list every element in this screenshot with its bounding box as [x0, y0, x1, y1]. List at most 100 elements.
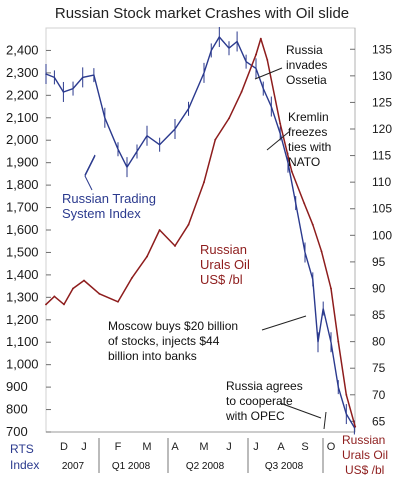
right-tick-label: 100: [372, 228, 392, 242]
right-tick-label: 65: [372, 414, 386, 428]
series-point-urals-oil: [255, 53, 257, 56]
series-point-urals-oil: [266, 58, 269, 61]
right-tick-label: 85: [372, 308, 386, 322]
annotation-6-line-2: to cooperate: [226, 394, 293, 408]
x-month-label: M: [142, 441, 151, 453]
left-tick-label: 1,300: [6, 289, 39, 304]
right-axis-label-line-2: Urals Oil: [342, 448, 388, 462]
annotation-2-line-2: freezes: [288, 125, 327, 139]
x-month-label: J: [81, 441, 87, 453]
annotation-5-line-2: of stocks, injects $44: [108, 334, 220, 348]
x-month-label: D: [60, 441, 68, 453]
x-period-label: Q1 2008: [112, 461, 151, 472]
right-tick-label: 110: [372, 175, 391, 189]
series-point-urals-oil: [187, 223, 190, 226]
series-point-urals-oil: [63, 303, 65, 306]
series-point-urals-oil: [330, 287, 332, 290]
series-point-urals-oil: [98, 292, 101, 295]
x-period-label: Q3 2008: [265, 461, 304, 472]
series-point-urals-oil: [174, 245, 176, 247]
axes-layer: 2,400 2,300 2,200 2,100 2,000 1,900 1,800 1,700…: [6, 28, 392, 439]
right-tick-label: 120: [372, 122, 392, 136]
annotation-pointer-1: [254, 67, 283, 80]
right-tick-label: 90: [372, 281, 386, 295]
annotation-pointer-5: [261, 315, 307, 331]
series-point-urals-oil: [345, 393, 348, 396]
left-tick-label: 1,400: [6, 267, 39, 282]
series-point-urals-oil: [259, 37, 262, 40]
left-axis-label-line-1: RTS: [10, 442, 34, 456]
left-tick-label: 900: [6, 379, 28, 394]
left-tick-label: 1,100: [6, 334, 39, 349]
annotation-2-line-4: NATO: [288, 155, 320, 169]
left-tick-label: 1,800: [6, 177, 39, 192]
left-tick-label: 1,200: [6, 312, 39, 327]
annotation-pointer-6: [279, 402, 322, 419]
series-layer: [45, 26, 357, 435]
annotation-4-line-1: Russian: [200, 242, 247, 257]
series-line-urals-oil: [45, 37, 356, 428]
x-month-label: F: [115, 441, 122, 453]
left-tick-label: 2,300: [6, 65, 39, 80]
right-tick-label: 135: [372, 42, 392, 56]
opec-pointer-extension: [323, 411, 327, 430]
annotation-1-line-3: Ossetia: [286, 73, 327, 87]
left-axis-label-line-2: Index: [10, 458, 39, 472]
series-point-urals-oil: [279, 122, 282, 125]
annotation-6-line-3: with OPEC: [225, 409, 285, 423]
left-tick-label: 2,400: [6, 42, 39, 57]
annotation-3-line-1: Russian Trading: [62, 191, 156, 206]
series-point-urals-oil: [303, 202, 306, 205]
series-point-urals-oil: [228, 117, 230, 120]
right-axis-label-line-1: Russian: [342, 433, 385, 447]
right-tick-label: 130: [372, 69, 392, 83]
annotation-2-line-3: ties with: [288, 140, 331, 154]
left-tick-label: 800: [6, 402, 28, 417]
right-tick-label: 125: [372, 95, 392, 109]
left-tick-label: 2,200: [6, 87, 39, 102]
series-point-urals-oil: [320, 250, 323, 253]
right-tick-label: 95: [372, 255, 386, 269]
left-tick-label: 2,100: [6, 110, 39, 125]
series-point-urals-oil: [354, 425, 357, 428]
right-tick-label: 115: [372, 149, 391, 163]
series-point-urals-oil: [72, 287, 74, 290]
left-tick-label: 1,500: [6, 244, 39, 259]
right-axis-label-line-3: US$ /bl: [345, 463, 384, 477]
grid-layer: [45, 27, 356, 433]
right-tick-label: 70: [372, 388, 386, 402]
right-tick-label: 80: [372, 335, 386, 349]
annotation-6-line-1: Russia agrees: [226, 379, 303, 393]
left-tick-label: 2,000: [6, 132, 39, 147]
plot-area: [45, 27, 356, 433]
left-tick-label: 1,600: [6, 222, 39, 237]
series-point-urals-oil: [214, 138, 217, 141]
series-line-rts: [45, 35, 356, 429]
x-month-label: S: [301, 441, 308, 453]
series-point-urals-oil: [311, 223, 314, 226]
x-period-label: Q2 2008: [186, 461, 225, 472]
right-tick-label: 105: [372, 202, 392, 216]
annotation-2-line-1: Kremlin: [288, 110, 329, 124]
left-tick-label: 1,700: [6, 200, 39, 215]
labels-layer: D J F M A M J J A S O 2007 Q1 2008 Q2 2008 Q3 2008 RTS I…: [10, 433, 388, 477]
series-point-urals-oil: [83, 279, 85, 282]
right-tick-label: 75: [372, 361, 386, 375]
annotation-pointer-2: [266, 130, 291, 151]
series-point-urals-oil: [146, 255, 148, 258]
chart-title: Russian Stock market Crashes with Oil sl…: [55, 5, 349, 22]
series-point-urals-oil: [158, 229, 161, 231]
series-point-urals-oil: [203, 181, 205, 184]
x-month-label: A: [277, 441, 285, 453]
rts-label-pointer: [84, 155, 96, 191]
series-point-urals-oil: [337, 340, 340, 343]
series-point-urals-oil: [290, 170, 293, 173]
annotation-4-line-3: US$ /bl: [200, 272, 243, 287]
series-point-urals-oil: [131, 276, 133, 279]
series-point-urals-oil: [240, 90, 243, 93]
